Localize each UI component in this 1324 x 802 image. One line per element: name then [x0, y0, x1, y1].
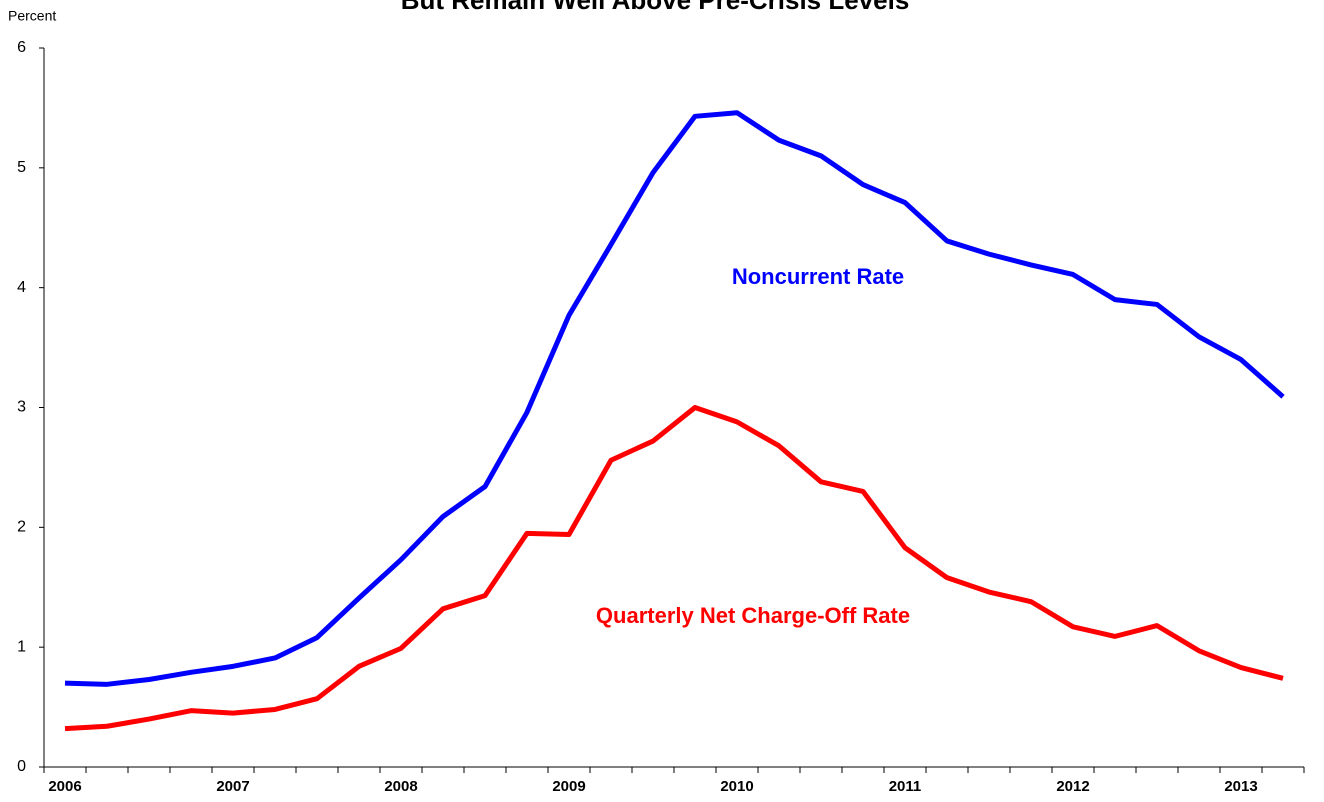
x-tick-label: 2010	[720, 778, 753, 795]
y-tick-label: 1	[17, 638, 26, 655]
y-axis-label: Percent	[8, 8, 56, 24]
series-label: Quarterly Net Charge-Off Rate	[596, 603, 910, 628]
x-tick-label: 2006	[48, 778, 81, 795]
y-tick-label: 4	[17, 279, 26, 296]
x-tick-label: 2013	[1224, 778, 1257, 795]
y-tick-label: 0	[17, 758, 26, 775]
y-tick-label: 3	[17, 399, 26, 416]
y-tick-label: 5	[17, 159, 26, 176]
series-line	[64, 110, 1285, 687]
y-tick-label: 6	[17, 39, 26, 56]
x-tick-label: 2009	[552, 778, 585, 795]
x-tick-label: 2008	[384, 778, 417, 795]
x-tick-label: 2011	[889, 778, 922, 795]
x-tick-label: 2012	[1056, 778, 1089, 795]
chart-title: But Remain Well Above Pre-Crisis Levels	[401, 0, 910, 15]
x-tick-label: 2007	[216, 778, 249, 795]
y-tick-label: 2	[17, 519, 26, 536]
series-line	[64, 405, 1284, 732]
series-label: Noncurrent Rate	[732, 264, 904, 289]
